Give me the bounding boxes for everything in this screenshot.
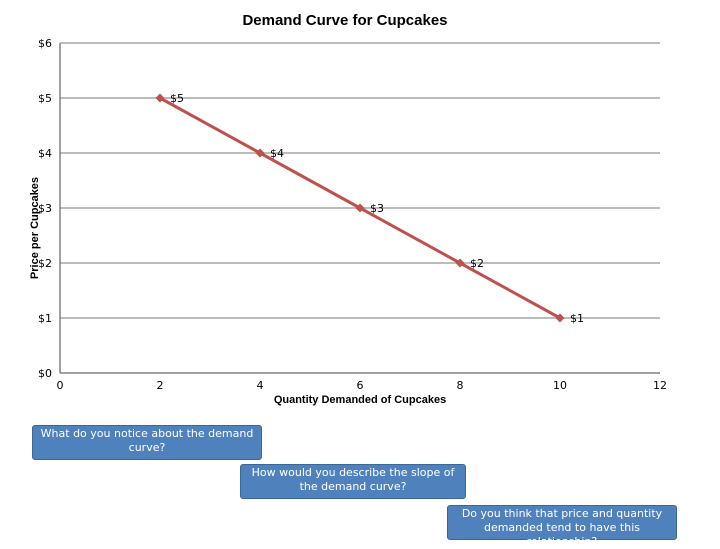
x-tick-label: 4 — [257, 379, 264, 392]
data-label: $4 — [270, 147, 284, 160]
callout-slope: How would you describe the slope of the … — [240, 464, 466, 499]
x-axis-title: Quantity Demanded of Cupcakes — [274, 394, 446, 406]
x-tick-label: 12 — [653, 379, 667, 392]
y-tick-label: $2 — [38, 257, 52, 270]
data-point-marker — [155, 93, 165, 103]
gridlines — [60, 42, 660, 319]
y-tick-label: $6 — [38, 37, 52, 50]
data-point-marker — [355, 203, 365, 213]
callout-relationship: Do you think that price and quantity dem… — [447, 505, 677, 548]
series-demand — [155, 93, 565, 323]
data-point-marker — [255, 148, 265, 158]
data-label: $3 — [370, 202, 384, 215]
tick-labels: $0 $1 $2 $3 $4 $5 $6 0 2 4 6 8 10 12 — [38, 37, 667, 392]
x-tick-label: 6 — [357, 379, 364, 392]
data-label: $1 — [570, 312, 584, 325]
data-point-marker — [455, 258, 465, 268]
y-axis-title: Price per Cupcakes — [29, 177, 41, 279]
y-tick-label: $1 — [38, 312, 52, 325]
data-point-marker — [555, 313, 565, 323]
data-labels: $5 $4 $3 $2 $1 — [170, 92, 584, 325]
chart-title: Demand Curve for Cupcakes — [242, 12, 447, 29]
y-tick-label: $3 — [38, 202, 52, 215]
x-tick-label: 8 — [457, 379, 464, 392]
axes — [59, 43, 660, 374]
x-tick-label: 10 — [553, 379, 567, 392]
y-tick-label: $4 — [38, 147, 52, 160]
data-label: $2 — [470, 257, 484, 270]
x-tick-label: 0 — [57, 379, 64, 392]
x-tick-label: 2 — [157, 379, 164, 392]
callout-notice: What do you notice about the demand curv… — [32, 425, 262, 460]
y-tick-label: $0 — [38, 367, 52, 380]
y-tick-label: $5 — [38, 92, 52, 105]
data-label: $5 — [170, 92, 184, 105]
